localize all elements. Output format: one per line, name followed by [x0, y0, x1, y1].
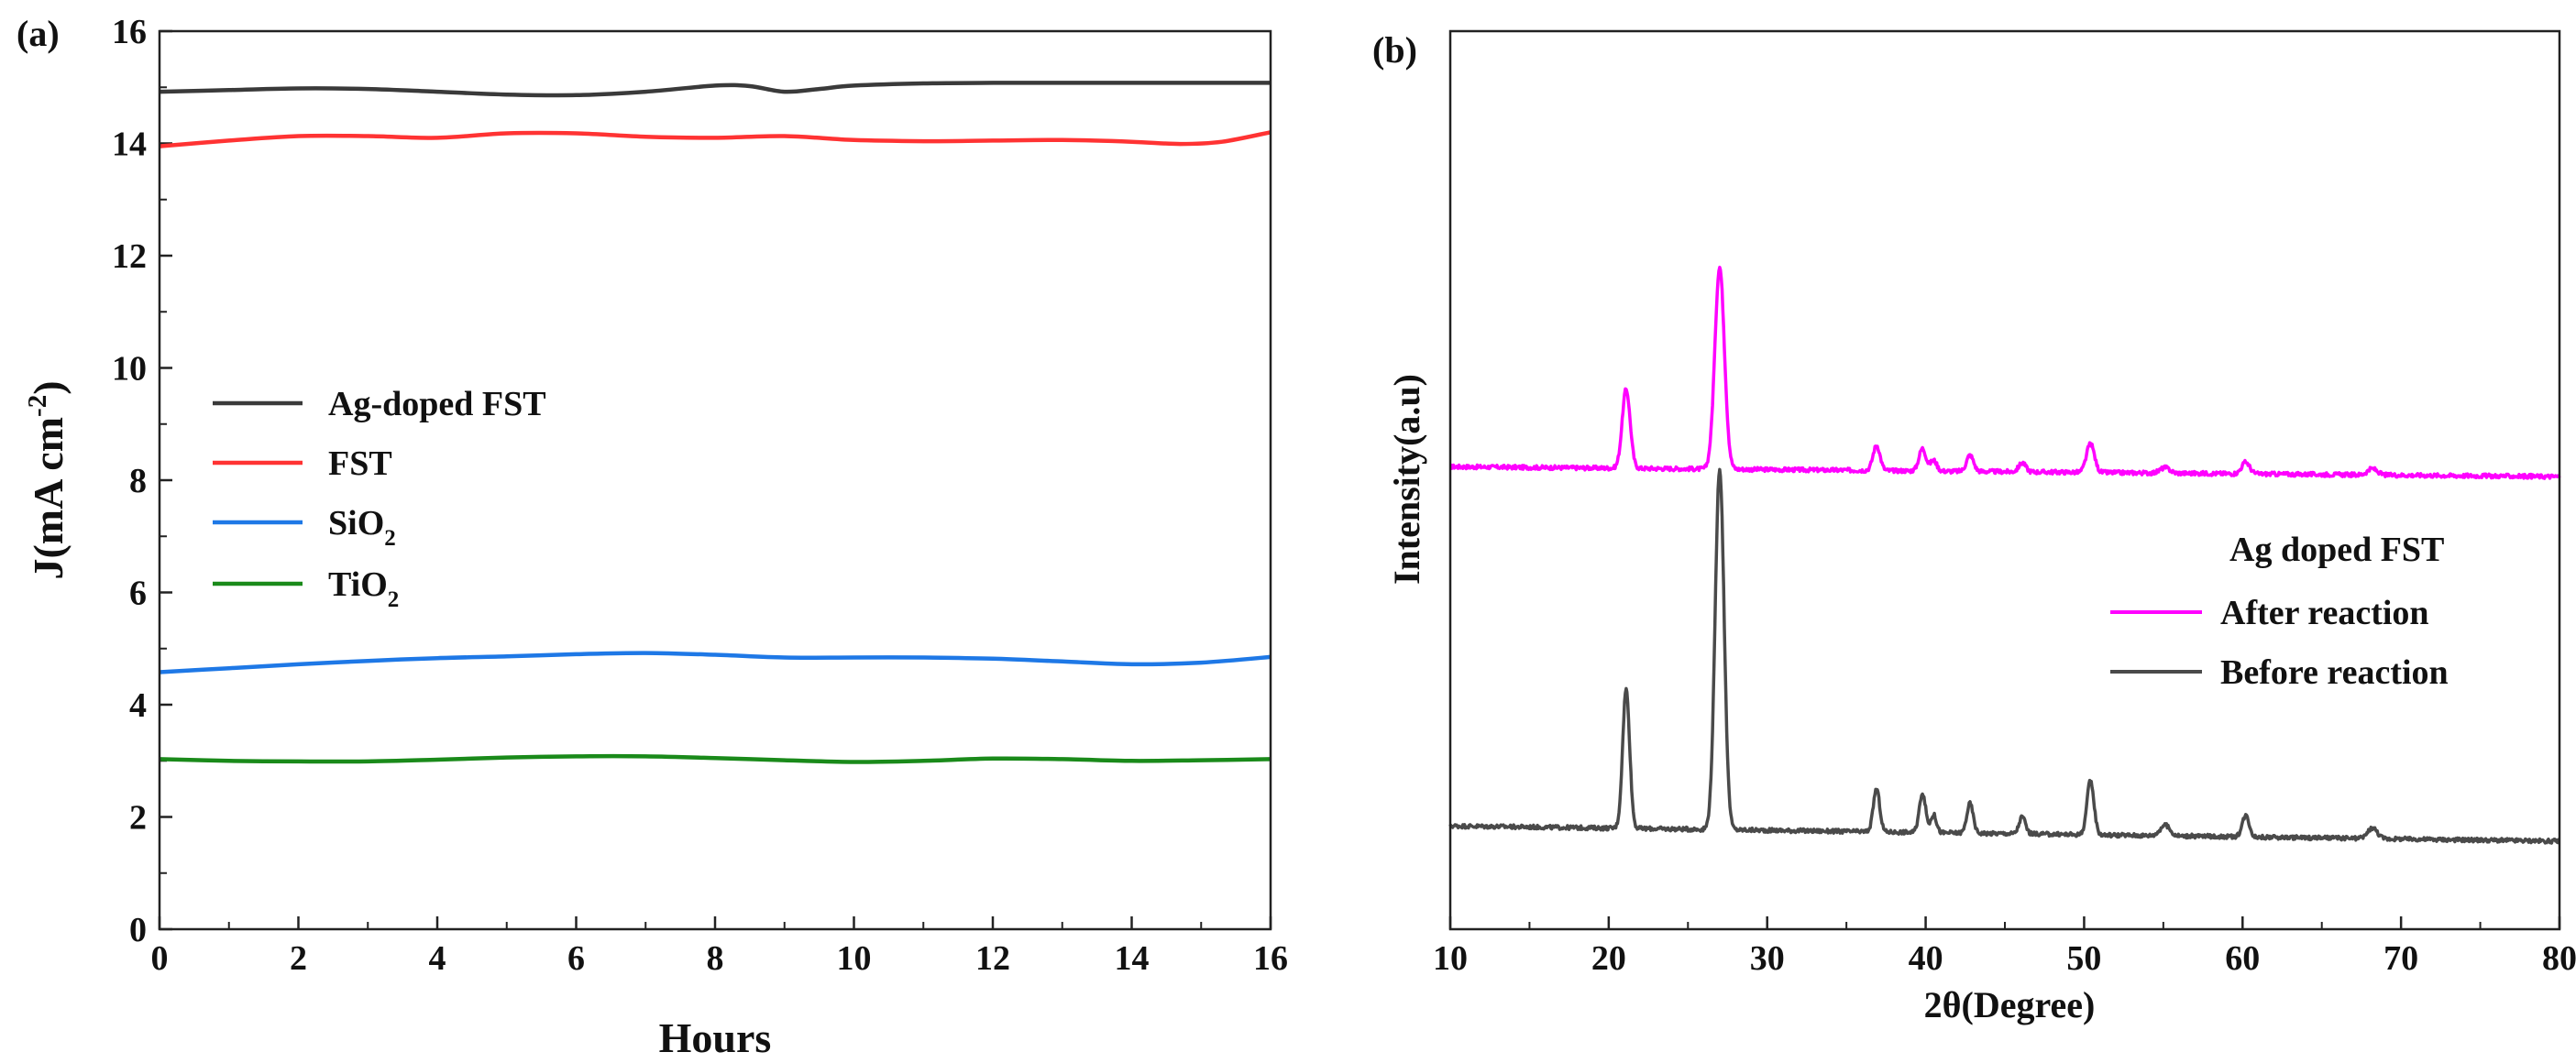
x-tick-label: 50 [2066, 939, 2101, 978]
panel-a: (a) 0 2 4 6 8 10 12 14 16 0 2 4 6 8 10 12 14 16 Hours J(… [17, 13, 1288, 1061]
panel-b-x-axis-label: 2θ(Degree) [1924, 984, 2096, 1025]
legend-entry: Before reaction [2220, 653, 2449, 692]
panel-b-legend: After reaction Before reaction [2110, 594, 2449, 692]
x-tick-label: 40 [1909, 939, 1943, 978]
y-tick-label: 8 [129, 462, 147, 500]
panel-a-y-tick-labels: 0 2 4 6 8 10 12 14 16 [112, 13, 147, 949]
panel-b-x-tick-labels: 10 20 30 40 50 60 70 80 [1433, 939, 2576, 978]
x-tick-label: 10 [1433, 939, 1468, 978]
x-tick-label: 60 [2225, 939, 2260, 978]
legend-entry: After reaction [2220, 594, 2429, 632]
panel-b-label: (b) [1372, 29, 1417, 71]
series-line-tio2 [159, 753, 1271, 764]
x-tick-label: 16 [1253, 939, 1288, 978]
y-tick-label: 16 [112, 13, 147, 51]
legend-entry: SiO2 [328, 504, 396, 551]
panel-b: (b) 10 20 30 40 50 60 70 80 2θ(Degree) Intensit… [1372, 29, 2576, 1025]
y-label-base: J(mA cm [25, 417, 72, 580]
panel-a-label: (a) [17, 13, 60, 54]
panel-a-series [159, 81, 1271, 764]
legend-entry: FST [328, 444, 392, 483]
y-tick-label: 12 [112, 237, 147, 276]
legend-entry: Ag-doped FST [328, 385, 546, 423]
y-tick-label: 4 [129, 686, 147, 725]
legend-entry: TiO2 [328, 565, 399, 612]
legend-entry-base: SiO [328, 504, 384, 542]
x-tick-label: 0 [151, 939, 169, 978]
x-tick-label: 8 [707, 939, 724, 978]
legend-entry-base: FST [328, 444, 392, 483]
series-line-sio2 [159, 651, 1271, 674]
panel-b-frame [1448, 29, 2561, 931]
y-tick-label: 14 [112, 126, 147, 164]
x-tick-label: 30 [1750, 939, 1785, 978]
panel-a-x-tick-labels: 0 2 4 6 8 10 12 14 16 [151, 939, 1289, 978]
y-label-superscript: -2 [23, 395, 52, 417]
series-line-before-reaction [1448, 467, 2560, 845]
legend-entry-base: TiO [328, 565, 388, 604]
y-label-close: ) [25, 380, 72, 394]
panel-b-legend-title: Ag doped FST [2229, 531, 2444, 569]
panel-a-y-axis-label: J(mA cm-2) [23, 380, 72, 579]
panel-b-ticks [1448, 916, 2561, 929]
x-tick-label: 4 [429, 939, 446, 978]
y-tick-label: 10 [112, 350, 147, 389]
y-tick-label: 2 [129, 799, 147, 838]
series-line-ag-doped-fst [159, 81, 1271, 98]
panel-b-y-axis-label: Intensity(a.u) [1386, 374, 1427, 585]
series-line-after-reaction [1449, 265, 2561, 480]
panel-a-ticks [158, 29, 1272, 931]
x-tick-label: 6 [567, 939, 585, 978]
x-tick-label: 10 [837, 939, 872, 978]
y-tick-label: 6 [129, 575, 147, 613]
panel-a-x-axis-label: Hours [659, 1014, 772, 1061]
legend-entry-subscript: 2 [388, 587, 400, 612]
x-tick-label: 14 [1115, 939, 1150, 978]
x-tick-label: 70 [2383, 939, 2418, 978]
x-tick-label: 2 [290, 939, 307, 978]
x-tick-label: 20 [1591, 939, 1626, 978]
x-tick-label: 12 [975, 939, 1010, 978]
x-tick-label: 80 [2542, 939, 2576, 978]
legend-entry-base: Ag-doped FST [328, 385, 546, 423]
series-line-fst [159, 130, 1271, 148]
panel-a-frame [158, 29, 1272, 931]
legend-entry-subscript: 2 [384, 526, 396, 551]
panel-b-series [1448, 265, 2561, 845]
y-tick-label: 0 [129, 911, 147, 949]
